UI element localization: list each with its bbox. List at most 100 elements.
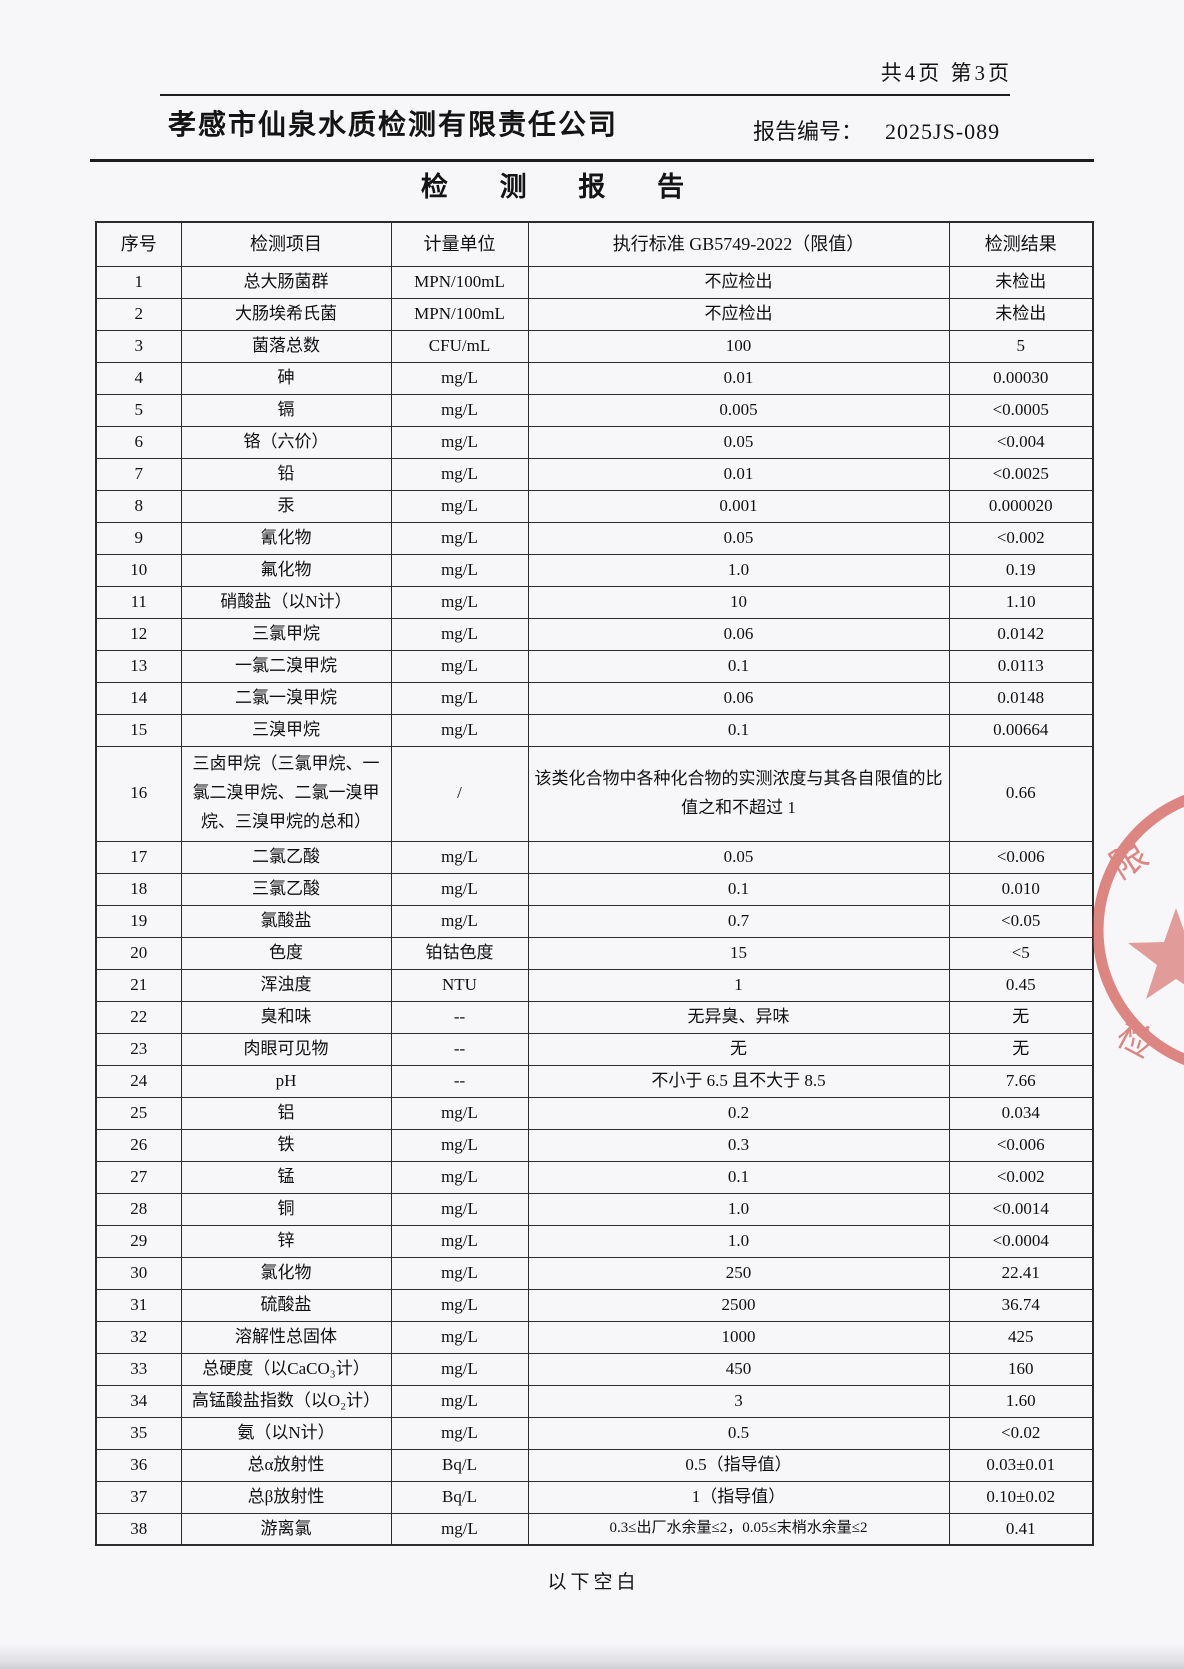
header-rule-top xyxy=(160,94,1010,96)
cell-limit: 0.01 xyxy=(527,361,950,395)
cell-result: 0.000020 xyxy=(948,489,1094,523)
cell-index: 3 xyxy=(95,329,182,363)
cell-item: pH xyxy=(180,1064,392,1098)
cell-item: 铜 xyxy=(180,1192,392,1226)
cell-result: 1.10 xyxy=(948,585,1094,619)
table-row: 4 砷 mg/L 0.01 0.00030 xyxy=(95,361,1094,395)
cell-index: 28 xyxy=(95,1192,182,1226)
table-row: 30 氯化物 mg/L 250 22.41 xyxy=(95,1256,1094,1290)
cell-index: 15 xyxy=(95,713,182,747)
seal-char-1: 限 xyxy=(1103,834,1155,887)
table-row: 34 高锰酸盐指数（以O₂计） mg/L 3 1.60 xyxy=(95,1384,1094,1418)
cell-limit: 0.5（指导值） xyxy=(527,1448,950,1482)
cell-index: 4 xyxy=(95,361,182,395)
cell-index: 13 xyxy=(95,649,182,683)
cell-result: <0.02 xyxy=(948,1416,1094,1450)
cell-result: 无 xyxy=(948,1000,1094,1034)
table-row: 5 镉 mg/L 0.005 <0.0005 xyxy=(95,393,1094,427)
cell-limit: 0.06 xyxy=(527,681,950,715)
cell-limit: 0.05 xyxy=(527,840,950,874)
cell-index: 7 xyxy=(95,457,182,491)
cell-limit: 0.3≤出厂水余量≤2，0.05≤末梢水余量≤2 xyxy=(527,1512,950,1546)
cell-unit: NTU xyxy=(390,968,529,1002)
cell-index: 23 xyxy=(95,1032,182,1066)
cell-limit: 无异臭、异味 xyxy=(527,1000,950,1034)
header-item: 检测项目 xyxy=(180,221,392,267)
cell-unit: -- xyxy=(390,1064,529,1098)
cell-index: 1 xyxy=(95,265,182,299)
cell-item: 氟化物 xyxy=(180,553,392,587)
cell-item: 总β放射性 xyxy=(180,1480,392,1514)
cell-unit: mg/L xyxy=(390,1352,529,1386)
cell-limit: 0.2 xyxy=(527,1096,950,1130)
cell-result: 0.41 xyxy=(948,1512,1094,1546)
table-row: 2 大肠埃希氏菌 MPN/100mL 不应检出 未检出 xyxy=(95,297,1094,331)
cell-unit: MPN/100mL xyxy=(390,297,529,331)
table-row: 3 菌落总数 CFU/mL 100 5 xyxy=(95,329,1094,363)
cell-item: 三溴甲烷 xyxy=(180,713,392,747)
cell-limit: 无 xyxy=(527,1032,950,1066)
table-row: 10 氟化物 mg/L 1.0 0.19 xyxy=(95,553,1094,587)
cell-index: 36 xyxy=(95,1448,182,1482)
cell-limit: 1.0 xyxy=(527,1192,950,1226)
cell-item: 菌落总数 xyxy=(180,329,392,363)
cell-index: 8 xyxy=(95,489,182,523)
cell-unit: mg/L xyxy=(390,585,529,619)
cell-unit: mg/L xyxy=(390,1224,529,1258)
cell-unit: mg/L xyxy=(390,872,529,906)
table-row: 28 铜 mg/L 1.0 <0.0014 xyxy=(95,1192,1094,1226)
cell-unit: mg/L xyxy=(390,1192,529,1226)
cell-index: 10 xyxy=(95,553,182,587)
cell-limit: 不应检出 xyxy=(527,297,950,331)
table-row: 1 总大肠菌群 MPN/100mL 不应检出 未检出 xyxy=(95,265,1094,299)
table-row: 16 三卤甲烷（三氯甲烷、一氯二溴甲烷、二氯一溴甲烷、三溴甲烷的总和） / 该类化合物… xyxy=(95,745,1094,842)
cell-limit: 250 xyxy=(527,1256,950,1290)
cell-result: <0.0005 xyxy=(948,393,1094,427)
cell-result: 0.034 xyxy=(948,1096,1094,1130)
cell-unit: mg/L xyxy=(390,489,529,523)
cell-unit: mg/L xyxy=(390,393,529,427)
cell-limit: 不应检出 xyxy=(527,265,950,299)
cell-result: 0.00664 xyxy=(948,713,1094,747)
cell-index: 14 xyxy=(95,681,182,715)
cell-limit: 0.05 xyxy=(527,521,950,555)
cell-item: 总大肠菌群 xyxy=(180,265,392,299)
cell-result: 未检出 xyxy=(948,297,1094,331)
cell-result: 0.10±0.02 xyxy=(948,1480,1094,1514)
cell-index: 18 xyxy=(95,872,182,906)
cell-limit: 100 xyxy=(527,329,950,363)
cell-item: 氯酸盐 xyxy=(180,904,392,938)
table-row: 36 总α放射性 Bq/L 0.5（指导值） 0.03±0.01 xyxy=(95,1448,1094,1482)
cell-index: 24 xyxy=(95,1064,182,1098)
cell-index: 29 xyxy=(95,1224,182,1258)
cell-item: 总硬度（以CaCO₃计） xyxy=(180,1352,392,1386)
cell-index: 31 xyxy=(95,1288,182,1322)
cell-index: 33 xyxy=(95,1352,182,1386)
seal-star-icon xyxy=(1128,908,1184,999)
cell-unit: mg/L xyxy=(390,361,529,395)
table-row: 22 臭和味 -- 无异臭、异味无 xyxy=(95,1000,1094,1034)
cell-result: 0.0113 xyxy=(948,649,1094,683)
cell-limit: 该类化合物中各种化合物的实测浓度与其各自限值的比值之和不超过 1 xyxy=(527,745,950,842)
table-row: 13 一氯二溴甲烷 mg/L 0.1 0.0113 xyxy=(95,649,1094,683)
cell-index: 32 xyxy=(95,1320,182,1354)
cell-item: 色度 xyxy=(180,936,392,970)
cell-index: 12 xyxy=(95,617,182,651)
cell-unit: 铂钴色度 xyxy=(390,936,529,970)
seal-char-2: 检 xyxy=(1110,1014,1161,1066)
cell-index: 30 xyxy=(95,1256,182,1290)
cell-result: <0.0014 xyxy=(948,1192,1094,1226)
report-title: 检 测 报 告 xyxy=(420,172,700,202)
cell-limit: 0.01 xyxy=(527,457,950,491)
cell-unit: / xyxy=(390,745,529,842)
table-row: 19 氯酸盐 mg/L 0.7 <0.05 xyxy=(95,904,1094,938)
cell-item: 一氯二溴甲烷 xyxy=(180,649,392,683)
cell-limit: 450 xyxy=(527,1352,950,1386)
cell-unit: mg/L xyxy=(390,1288,529,1322)
table-header-row: 序号 检测项目 计量单位 执行标准 GB5749-2022（限值） 检测结果 xyxy=(95,221,1094,267)
cell-index: 11 xyxy=(95,585,182,619)
cell-unit: mg/L xyxy=(390,553,529,587)
cell-result: 0.03±0.01 xyxy=(948,1448,1094,1482)
cell-limit: 10 xyxy=(527,585,950,619)
header-rule-bottom xyxy=(90,159,1094,162)
